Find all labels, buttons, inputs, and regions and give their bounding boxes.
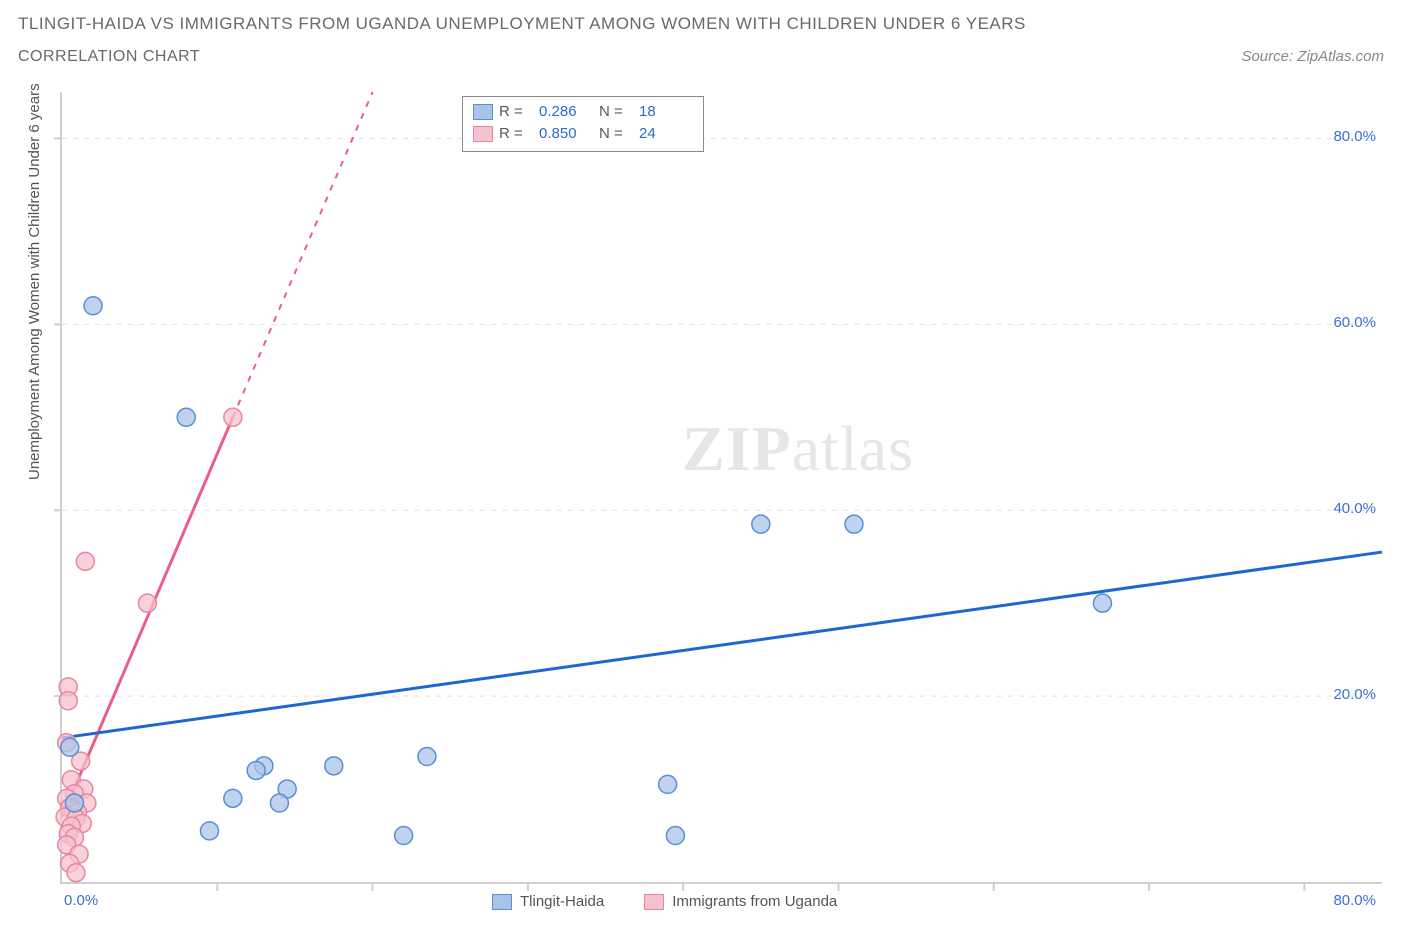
chart-title: TLINGIT-HAIDA VS IMMIGRANTS FROM UGANDA …: [18, 14, 1026, 66]
legend-row-series1: R = 0.286 N = 18: [473, 101, 693, 123]
r-value-2: 0.850: [539, 123, 593, 145]
scatter-svg: [62, 92, 1382, 882]
title-line-2: CORRELATION CHART: [18, 48, 1026, 66]
y-tick-label: 20.0%: [1333, 686, 1376, 703]
y-tick-label: 40.0%: [1333, 500, 1376, 517]
bottom-swatch-2: [644, 894, 664, 910]
y-tick-label: 80.0%: [1333, 128, 1376, 145]
n-value-1: 18: [639, 101, 693, 123]
n-value-2: 24: [639, 123, 693, 145]
series-legend: Tlingit-Haida Immigrants from Uganda: [492, 893, 837, 910]
x-tick-zero: 0.0%: [64, 892, 98, 909]
series2-name: Immigrants from Uganda: [672, 893, 837, 910]
r-label-2: R =: [499, 123, 533, 145]
y-tick-label: 60.0%: [1333, 314, 1376, 331]
series1-name: Tlingit-Haida: [520, 893, 604, 910]
legend-row-series2: R = 0.850 N = 24: [473, 123, 693, 145]
source-label: Source: ZipAtlas.com: [1241, 48, 1384, 65]
r-label-1: R =: [499, 101, 533, 123]
x-tick-max: 80.0%: [1333, 892, 1376, 909]
legend-swatch-series2: [473, 126, 493, 142]
n-label-2: N =: [599, 123, 633, 145]
legend-swatch-series1: [473, 104, 493, 120]
correlation-legend: R = 0.286 N = 18 R = 0.850 N = 24: [462, 96, 704, 152]
plot-area: ZIPatlas R = 0.286 N = 18 R = 0.850 N = …: [60, 92, 1382, 884]
y-axis-label: Unemployment Among Women with Children U…: [26, 83, 43, 480]
title-line-1: TLINGIT-HAIDA VS IMMIGRANTS FROM UGANDA …: [18, 14, 1026, 34]
r-value-1: 0.286: [539, 101, 593, 123]
bottom-swatch-1: [492, 894, 512, 910]
n-label-1: N =: [599, 101, 633, 123]
